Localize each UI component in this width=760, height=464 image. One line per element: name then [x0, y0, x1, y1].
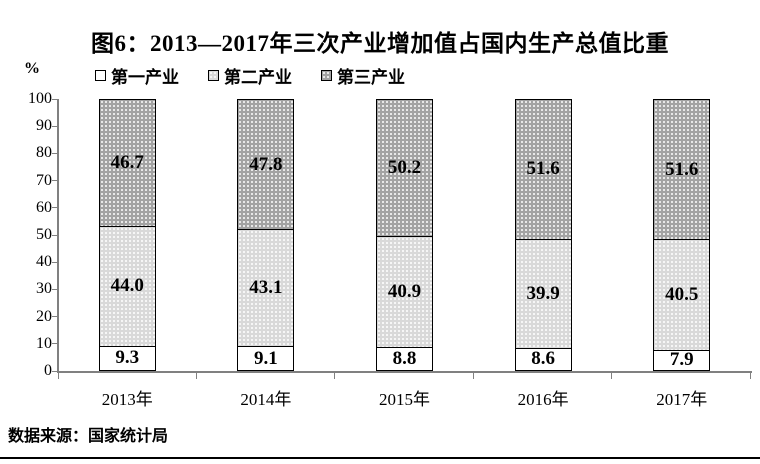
bar-value-label: 40.9	[387, 280, 422, 302]
bar-value-label: 40.5	[665, 283, 699, 305]
bar-segment-第二产业: 43.1	[237, 229, 295, 348]
plot-area: 0 10 20 30 40 50 60 70 80 90 100 9.3 44.0 46.7 9.1 43.1…	[28, 91, 752, 379]
y-axis-tick-label: 40	[36, 253, 52, 271]
stacked-bar-2016年: 8.6 39.9 51.6	[514, 98, 572, 371]
bar-value-label: 51.6	[526, 158, 560, 180]
bar-segment-第一产业: 9.3	[98, 345, 156, 371]
bar-segment-第三产业: 47.8	[237, 99, 295, 231]
legend-swatch-icon	[321, 70, 332, 81]
y-axis-tick-label: 30	[36, 280, 52, 298]
x-axis-tick	[472, 373, 474, 379]
y-axis-tick-label: 70	[36, 171, 52, 189]
y-axis-tick	[52, 207, 57, 209]
legend-item-3: 第三产业	[321, 63, 405, 88]
bar-segment-第一产业: 8.6	[514, 347, 572, 371]
legend-swatch-icon	[95, 70, 106, 81]
y-axis-tick	[52, 180, 57, 182]
stacked-bar-2015年: 8.8 40.9 50.2	[376, 99, 433, 371]
y-axis-tick-label: 60	[36, 198, 52, 216]
bar-value-label: 9.3	[115, 347, 140, 369]
bar-value-label: 50.2	[387, 157, 422, 179]
bar-value-label: 9.1	[254, 347, 278, 369]
bar-segment-第二产业: 40.5	[653, 239, 711, 351]
bar-segment-第一产业: 8.8	[376, 347, 433, 371]
y-axis-tick	[52, 261, 57, 263]
legend-label: 第一产业	[111, 68, 179, 87]
y-axis-tick-label: 10	[36, 334, 52, 352]
stacked-bar-2014年: 9.1 43.1 47.8	[237, 99, 295, 371]
bar-value-label: 43.1	[249, 277, 283, 299]
stacked-bar-2013年: 9.3 44.0 46.7	[98, 99, 156, 371]
y-axis-tick-label: 0	[44, 362, 52, 379]
bar-value-label: 46.7	[110, 152, 144, 174]
y-axis-line	[57, 99, 59, 372]
bar-segment-第一产业: 9.1	[237, 346, 295, 371]
y-axis-tick-label: 80	[36, 144, 52, 162]
y-axis-tick	[52, 125, 57, 127]
y-axis-tick-label: 100	[28, 90, 52, 107]
bar-segment-第三产业: 50.2	[376, 99, 433, 237]
x-axis-tick	[611, 373, 613, 379]
y-axis-tick	[52, 343, 57, 345]
x-axis-category-label: 2013年	[101, 390, 153, 409]
x-axis-line	[57, 371, 752, 373]
x-axis-category-label: 2016年	[517, 390, 569, 409]
bar-value-label: 39.9	[526, 282, 560, 304]
bar-segment-第二产业: 40.9	[376, 235, 433, 349]
x-axis-tick	[58, 373, 59, 379]
y-axis-tick-label: 50	[36, 226, 52, 243]
legend: 第一产业 第二产业 第三产业	[95, 63, 405, 88]
bar-value-label: 8.6	[531, 348, 555, 370]
stacked-bar-2017年: 7.9 40.5 51.6	[653, 99, 711, 371]
legend-label: 第二产业	[224, 68, 292, 87]
bar-segment-第三产业: 51.6	[514, 98, 572, 241]
legend-item-2: 第二产业	[208, 63, 292, 88]
bar-segment-第一产业: 7.9	[653, 349, 711, 371]
x-axis-category-label: 2014年	[240, 390, 292, 409]
x-axis-tick	[195, 373, 197, 379]
bar-segment-第二产业: 44.0	[98, 226, 156, 347]
legend-swatch-icon	[208, 70, 219, 81]
y-axis-tick	[52, 370, 57, 372]
data-source-note: 数据来源：国家统计局	[8, 428, 169, 445]
bar-segment-第三产业: 51.6	[653, 99, 711, 241]
bar-value-label: 47.8	[249, 153, 283, 175]
x-axis-tick	[334, 373, 336, 379]
y-axis-tick	[52, 98, 57, 100]
y-axis-tick-label: 20	[36, 307, 52, 325]
y-axis-tick	[52, 152, 57, 154]
bar-value-label: 44.0	[110, 275, 144, 297]
y-axis-tick	[52, 316, 57, 318]
y-axis-unit-label: %	[24, 60, 40, 77]
legend-item-1: 第一产业	[95, 63, 179, 88]
bar-segment-第三产业: 46.7	[98, 99, 156, 228]
y-axis-tick-label: 90	[36, 117, 52, 135]
bar-value-label: 7.9	[669, 349, 694, 371]
y-axis-tick	[52, 288, 57, 290]
legend-label: 第三产业	[337, 68, 405, 87]
y-axis-tick	[52, 234, 57, 236]
x-axis-category-label: 2017年	[656, 390, 708, 409]
chart-title: 图6：2013—2017年三次产业增加值占国内生产总值比重	[91, 31, 669, 56]
bottom-divider	[0, 457, 760, 459]
x-axis-tick	[750, 373, 751, 379]
bar-value-label: 51.6	[665, 158, 699, 180]
bar-segment-第二产业: 39.9	[514, 239, 572, 349]
bar-value-label: 8.8	[392, 348, 417, 370]
x-axis-category-label: 2015年	[379, 390, 430, 409]
